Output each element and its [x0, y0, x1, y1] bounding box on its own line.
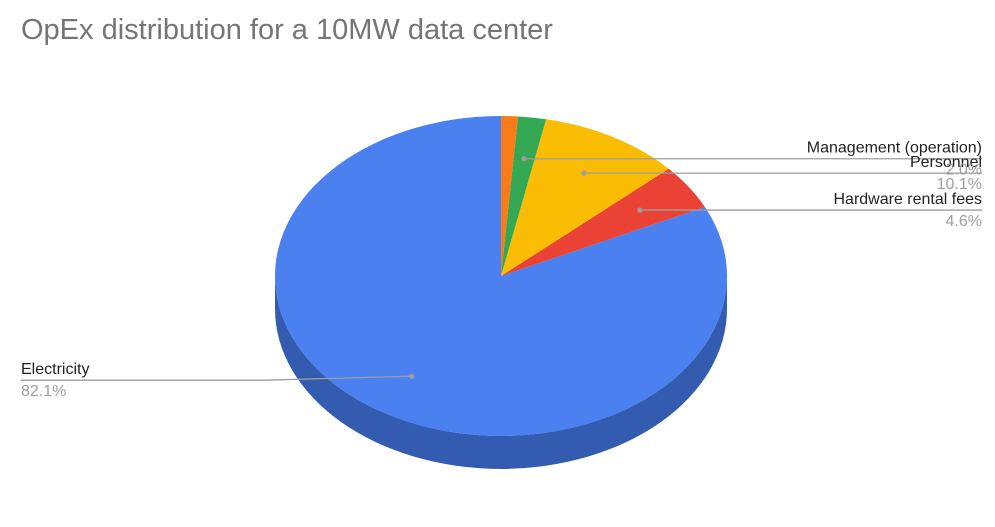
pie-slice-other[interactable] — [501, 115, 519, 276]
chart-title: OpEx distribution for a 10MW data center — [21, 14, 553, 46]
pie-top — [274, 115, 727, 436]
pie-side-electricity — [275, 276, 727, 469]
slice-label-electricity: Electricity — [21, 361, 89, 378]
slice-value-personnel: 10.1% — [937, 176, 982, 193]
pie-slice-electricity[interactable] — [274, 115, 727, 436]
leader-dot-management-operation — [521, 156, 527, 162]
slice-value-management-operation: 2.0% — [946, 162, 982, 179]
slice-value-electricity: 82.1% — [21, 383, 66, 400]
leader-line-electricity — [21, 375, 412, 381]
pie-slice-management-operation[interactable] — [501, 116, 547, 276]
leader-dot-hardware-rental-fees — [637, 207, 643, 213]
leader-dot-electricity — [409, 373, 415, 379]
slice-value-hardware-rental-fees: 4.6% — [946, 213, 982, 230]
slice-label-personnel: Personnel — [910, 154, 982, 171]
slice-labels: Electricity 82.1% Hardware rental fees 4.6%… — [21, 140, 982, 400]
leader-lines — [21, 156, 982, 381]
pie-slice-hardware-rental-fees[interactable] — [501, 168, 705, 276]
pie-sides — [275, 276, 727, 469]
slice-label-hardware-rental-fees: Hardware rental fees — [833, 191, 982, 208]
leader-dot-personnel — [581, 170, 587, 176]
slice-label-management-operation: Management (operation) — [807, 140, 982, 157]
